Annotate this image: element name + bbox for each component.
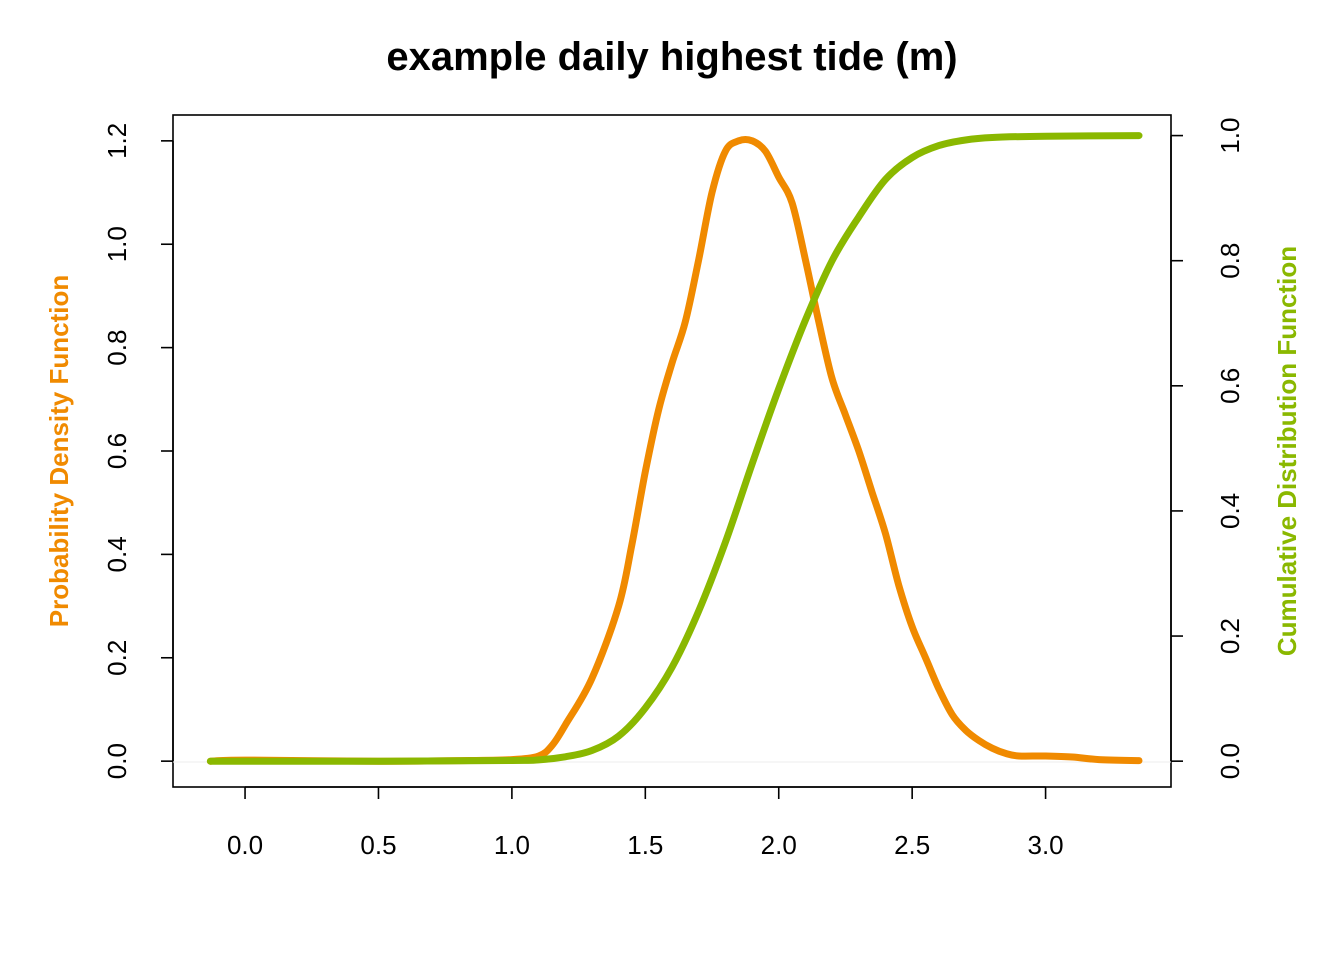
- x-tick-label: 0.5: [360, 830, 396, 860]
- y-left-tick-label: 1.2: [102, 123, 132, 159]
- y-left-tick-label: 1.0: [102, 226, 132, 262]
- y-right-axis-label: Cumulative Distribution Function: [1272, 246, 1302, 656]
- y-left-tick-label: 0.8: [102, 330, 132, 366]
- y-left-tick-label: 0.6: [102, 433, 132, 469]
- x-tick-label: 1.0: [494, 830, 530, 860]
- series-layer: [206, 132, 1143, 765]
- y-axis-left: 0.0 0.2 0.4 0.6 0.8 1.0 1.2: [102, 123, 174, 779]
- y-left-tick-label: 0.0: [102, 743, 132, 779]
- x-tick-label: 0.0: [227, 830, 263, 860]
- chart-title: example daily highest tide (m): [386, 35, 957, 79]
- cdf-line: [206, 132, 1143, 765]
- y-right-tick-label: 0.6: [1215, 368, 1245, 404]
- y-right-tick-label: 0.8: [1215, 243, 1245, 279]
- y-right-tick-label: 1.0: [1215, 118, 1245, 154]
- y-left-tick-label: 0.4: [102, 536, 132, 572]
- x-tick-label: 2.0: [761, 830, 797, 860]
- y-left-tick-label: 0.2: [102, 640, 132, 676]
- y-axis-right: 0.0 0.2 0.4 0.6 0.8 1.0: [1170, 118, 1245, 779]
- y-right-tick-label: 0.0: [1215, 743, 1245, 779]
- y-right-tick-label: 0.2: [1215, 618, 1245, 654]
- x-tick-label: 2.5: [894, 830, 930, 860]
- x-tick-label: 3.0: [1028, 830, 1064, 860]
- x-tick-label: 1.5: [627, 830, 663, 860]
- y-left-axis-label: Probability Density Function: [44, 275, 74, 627]
- plot-frame: [172, 114, 1172, 788]
- x-axis: 0.0 0.5 1.0 1.5 2.0 2.5 3.0: [227, 786, 1064, 860]
- y-right-tick-label: 0.4: [1215, 493, 1245, 529]
- pdf-line: [206, 136, 1143, 765]
